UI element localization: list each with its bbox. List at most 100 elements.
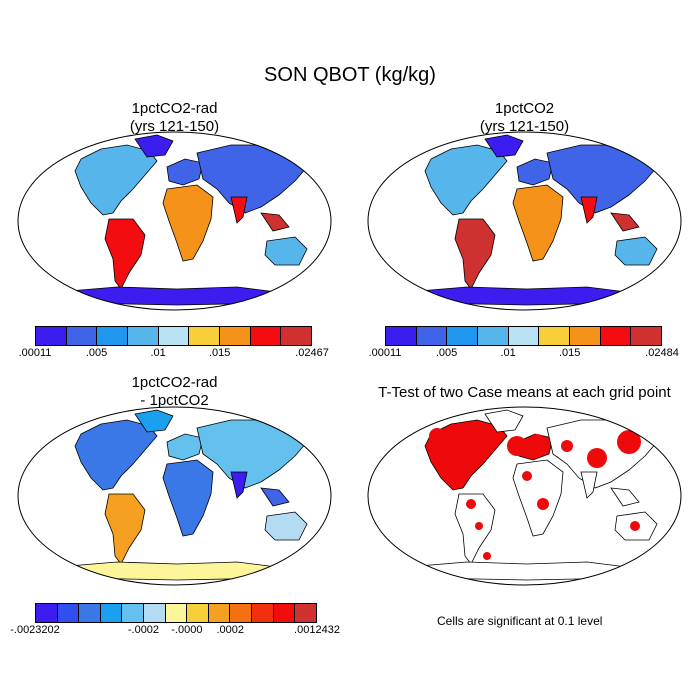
colorbar-swatch [79,604,101,622]
continent-northAmerica [74,144,158,216]
colorbar-swatch [220,327,251,345]
colorbar-swatch [57,604,80,622]
colorbar-tick-label: .015 [558,347,581,359]
colorbar-swatch [66,327,98,345]
significant-cell-cluster [617,430,641,454]
colorbar-swatch [36,604,58,622]
panel-1-title: 1pctCO2-rad (yrs 121-150) [17,100,332,136]
colorbar-tick-label: .02484 [645,347,679,359]
significant-cell-cluster [507,436,527,456]
continent-australia [264,511,308,541]
colorbar-swatch [508,327,540,345]
significant-cell-cluster [529,434,545,450]
significant-cell-cluster [522,471,532,481]
figure-title: SON QBOT (kg/kg) [264,64,436,86]
continent-india [580,196,598,224]
continent-southAmerica [454,218,496,290]
map-boundary [17,131,332,311]
continent-northAmerica [74,419,158,491]
colorbar-swatch [128,327,159,345]
panel-2-title-line2: (yrs 121-150) [479,118,570,135]
significant-cell-cluster [475,522,483,530]
continent-seAsia [260,212,290,232]
continent-africa [162,459,214,537]
colorbar-tick-label: -.0002 [127,624,160,636]
panel-3-title: 1pctCO2-rad - 1pctCO2 [17,374,332,410]
continent-southAmerica [454,493,496,565]
colorbar-swatch [208,604,231,622]
colorbar-tick-label: .005 [85,347,108,359]
significant-cell-cluster [483,552,491,560]
continent-asia [196,419,308,489]
colorbar-tick-label: .02467 [295,347,329,359]
significant-cell-cluster [537,498,549,510]
panel-3-title-line1: 1pctCO2-rad [131,374,218,391]
panel-1-title-line1: 1pctCO2-rad [131,100,218,117]
continent-seAsia [260,487,290,507]
continent-india [230,471,248,499]
continent-greenland [484,134,524,158]
panel-4-map [367,406,682,586]
colorbar-swatch [189,327,221,345]
continent-australia [614,236,658,266]
continent-northAmerica [424,419,508,491]
colorbar-swatch [100,604,123,622]
panel-3-title-line2: - 1pctCO2 [140,392,209,409]
colorbar-tick-label: .01 [150,347,166,359]
continent-asia [196,144,308,214]
colorbar-swatch [144,604,166,622]
colorbar-tick-label: -.0023202 [10,624,60,636]
continent-southAmerica [104,493,146,565]
continent-southAmerica [104,218,146,290]
map-boundary [17,406,332,586]
panel-2-colorbar: .00011 .005 .01 .015 .02484 [369,326,679,359]
colorbar-swatch [230,604,253,622]
colorbar-tick-label: .0002 [216,624,244,636]
colorbar-swatch [447,327,479,345]
significant-cell-cluster [561,440,573,452]
colorbar-swatch [570,327,601,345]
colorbar-swatch [36,327,67,345]
map-boundary [367,406,682,586]
panel-2-title-line1: 1pctCO2 [494,100,555,117]
colorbar-swatch [122,604,145,622]
colorbar-tick-label: .0012432 [294,624,340,636]
continent-india [230,196,248,224]
panel-4-title-line1: T-Test of two Case means at each grid po… [378,384,671,401]
continent-antarctica [68,561,286,581]
continent-africa [162,184,214,262]
colorbar-tick-label: .01 [500,347,516,359]
significant-cell-cluster [466,499,476,509]
continent-antarctica [418,286,636,306]
continent-africa [512,459,564,537]
significant-cell-cluster [450,471,460,481]
colorbar-swatch [273,604,296,622]
continent-seAsia [610,487,640,507]
continent-africa [512,184,564,262]
continent-europe [166,433,204,461]
colorbar-swatch [295,604,316,622]
colorbar-swatch [600,327,632,345]
panel-1-colorbar: .00011 .005 .01 .015 .02467 [19,326,329,359]
continent-australia [264,236,308,266]
continent-europe [516,158,554,186]
continent-asia [546,144,658,214]
continent-antarctica [68,286,286,306]
significant-cell-cluster [630,521,640,531]
colorbar-tick-label: -.0000 [171,624,203,636]
panel-1-title-line2: (yrs 121-150) [129,118,220,135]
continent-northAmerica [424,144,508,216]
continent-greenland [134,409,174,433]
panel-3-map [17,406,332,586]
colorbar-swatch [281,327,312,345]
continent-antarctica [418,561,636,581]
colorbar-swatch [158,327,190,345]
colorbar-swatch [250,327,282,345]
significance-note: Cells are significant at 0.1 level [437,614,603,628]
colorbar-tick-label: .00011 [368,347,402,359]
map-boundary [367,131,682,311]
continent-greenland [484,409,524,433]
panel-1-map [17,131,332,311]
colorbar-tick-label: .015 [208,347,231,359]
colorbar-tick-label: .005 [435,347,458,359]
